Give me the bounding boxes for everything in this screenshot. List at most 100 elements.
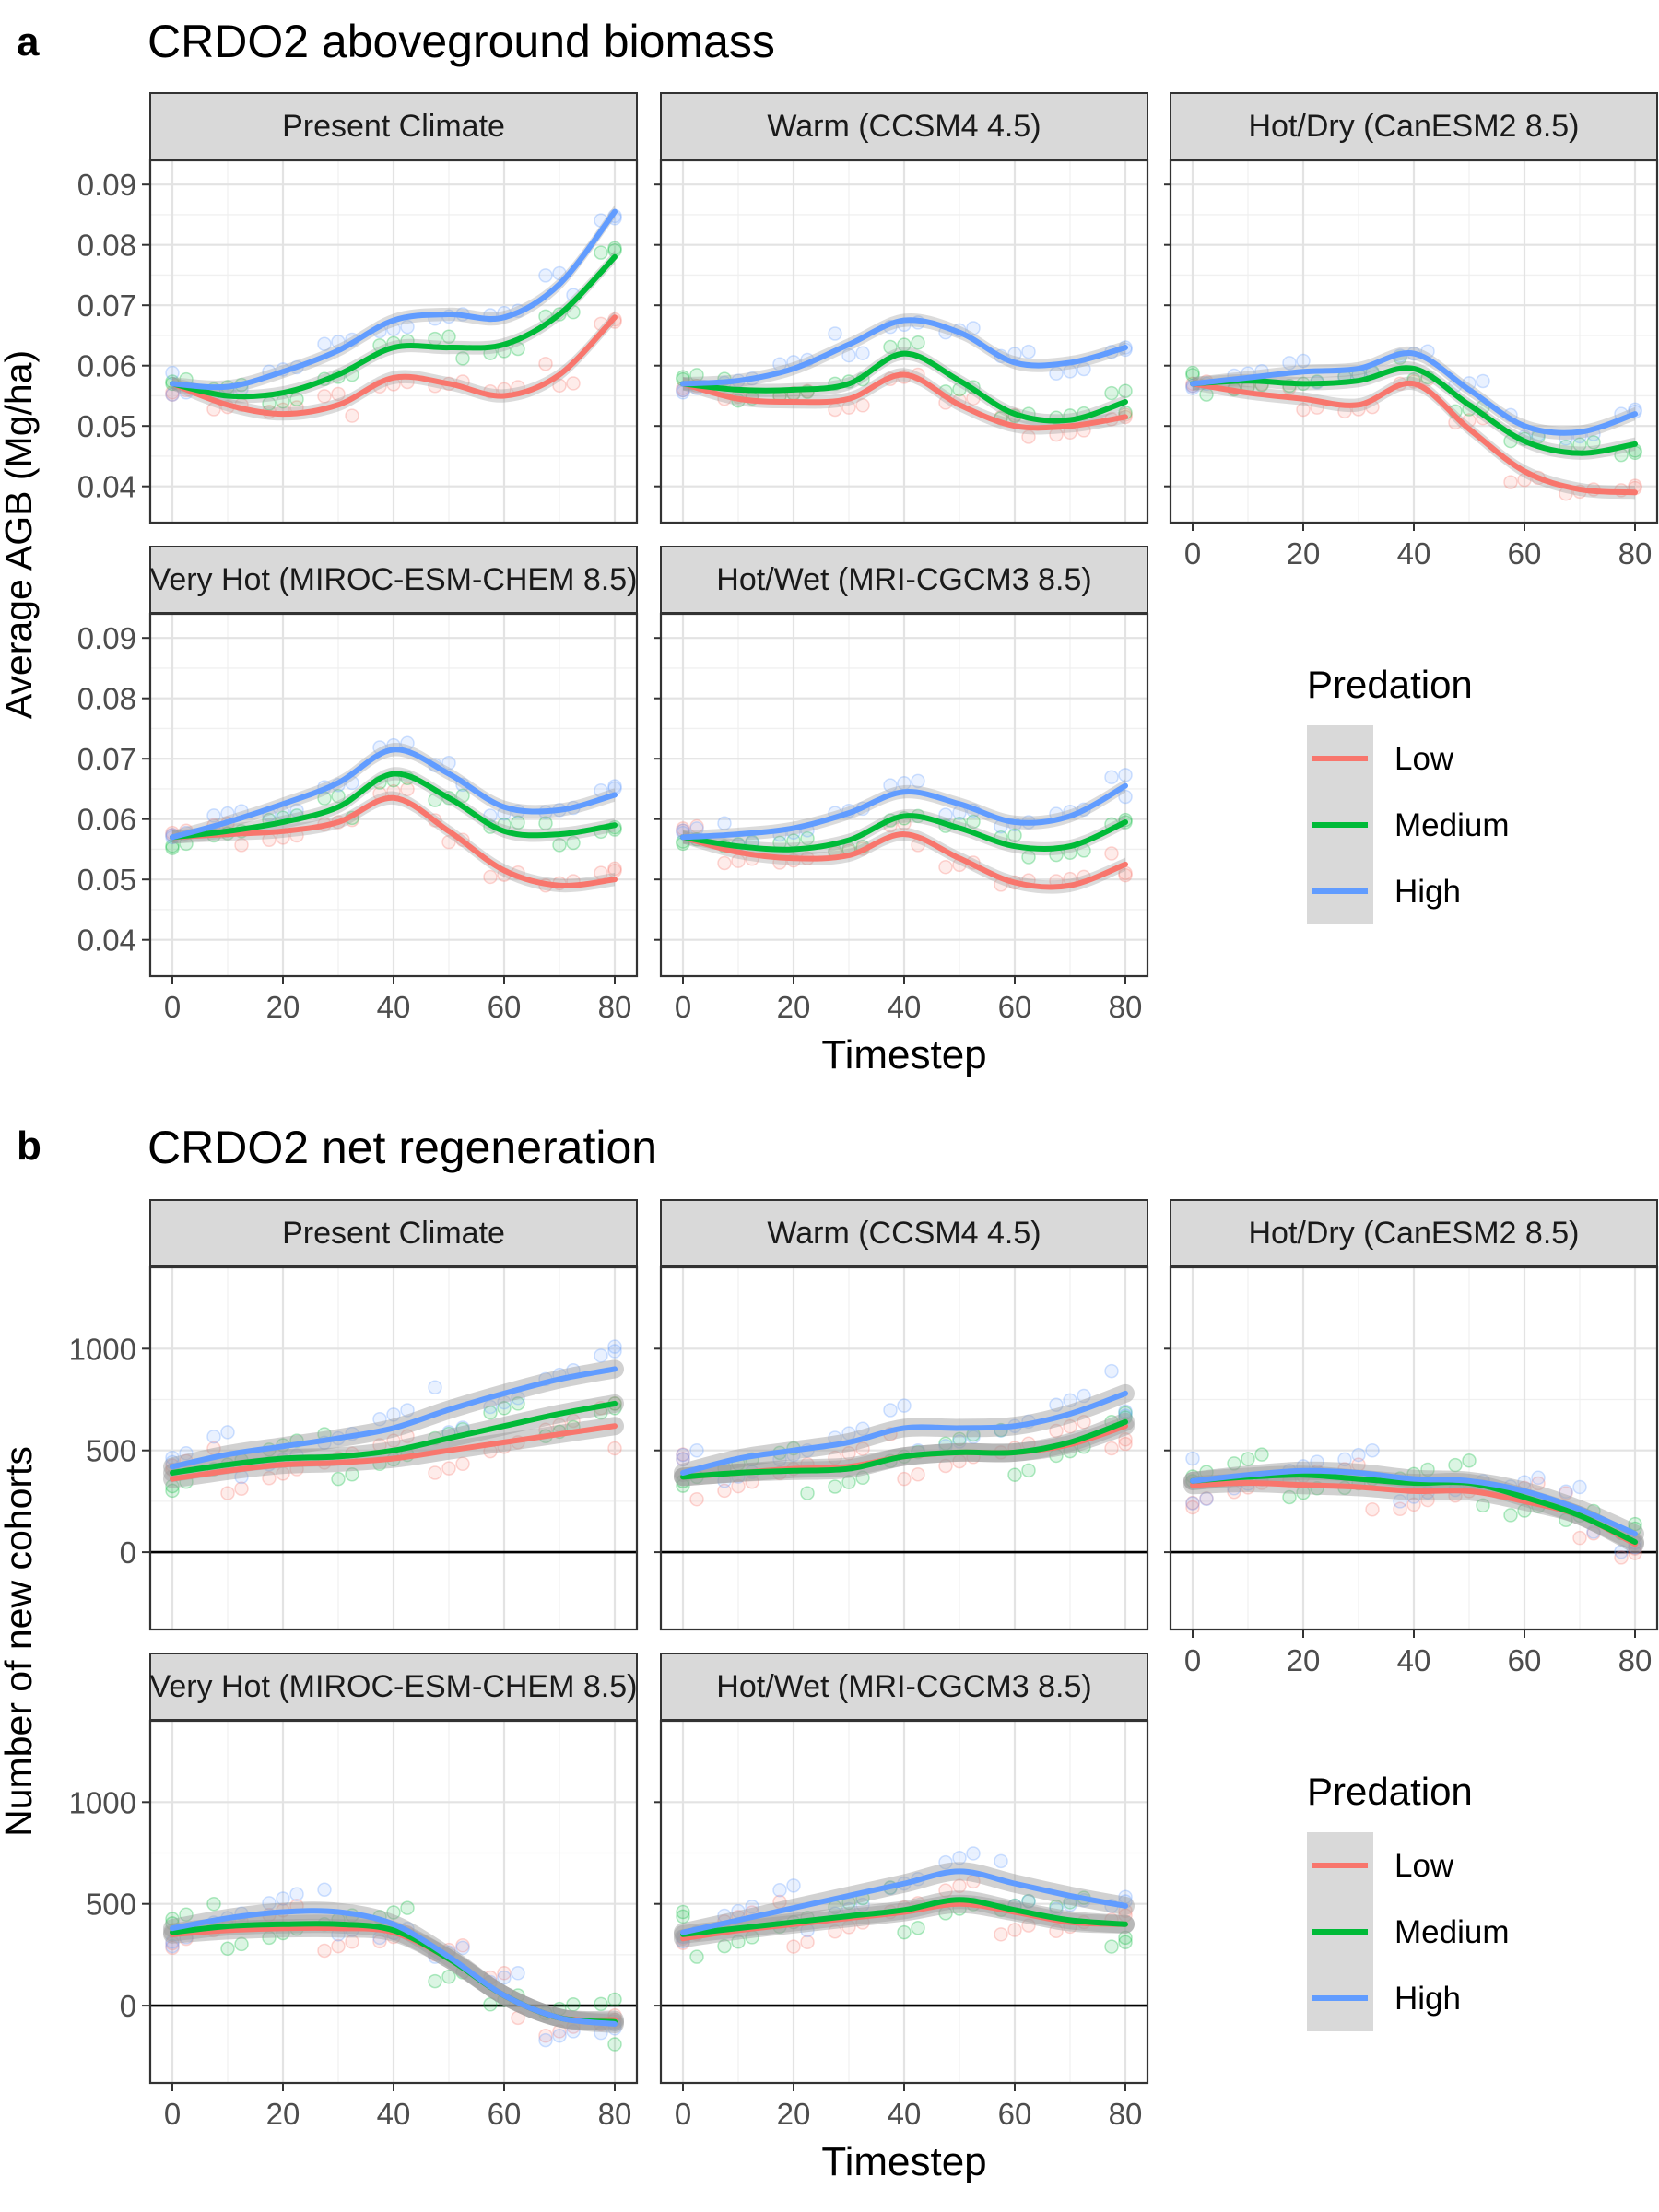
observation-point: [165, 1940, 180, 1956]
observation-point: [689, 818, 704, 834]
section-b-letter: b: [17, 1124, 41, 1169]
observation-point: [911, 773, 925, 789]
panel-border: [659, 1265, 1149, 1631]
observation-point: [1393, 1494, 1407, 1509]
y-tick-label: 0.06: [77, 803, 136, 837]
observation-point: [1572, 1530, 1587, 1546]
observation-point: [828, 326, 842, 341]
panel-strip-label: Present Climate: [282, 1216, 505, 1251]
x-tick-label: 0: [675, 990, 691, 1024]
observation-point: [345, 1935, 359, 1949]
section-a-title: CRDO2 aboveground biomass: [147, 16, 775, 67]
observation-point: [1296, 353, 1311, 369]
observation-point: [1185, 1500, 1200, 1515]
series-line-low: [170, 314, 618, 418]
x-tick-label: 60: [998, 990, 1032, 1024]
observation-point: [1559, 1484, 1573, 1500]
observation-point: [717, 1938, 732, 1954]
y-tick-label: 0.09: [77, 621, 136, 655]
x-axis-title: Timestep: [821, 1032, 986, 1077]
panel-2: Warm (CCSM4 4.5): [654, 92, 1149, 524]
observation-point: [1628, 1516, 1642, 1532]
series-line-medium: [680, 1897, 1128, 1937]
panel-plot: [1169, 1265, 1659, 1631]
observation-point: [1614, 1544, 1629, 1559]
observation-point: [1021, 1918, 1036, 1933]
observation-point: [800, 830, 815, 846]
panel-plot: [148, 159, 639, 524]
observation-point: [689, 1442, 704, 1458]
x-tick-label: 80: [1618, 536, 1653, 571]
observation-point: [1351, 1447, 1366, 1463]
observation-point: [345, 1467, 359, 1482]
panel-strip-label: Hot/Wet (MRI-CGCM3 8.5): [716, 562, 1091, 597]
observation-point: [455, 1456, 470, 1472]
series-line-low: [680, 831, 1128, 890]
observation-point: [1227, 1456, 1241, 1471]
observation-point: [1420, 1462, 1435, 1477]
observation-point: [676, 1452, 690, 1467]
y-tick-label: 0: [120, 1989, 136, 2023]
observation-point: [594, 2025, 608, 2041]
observation-point: [566, 304, 581, 320]
observation-point: [911, 1921, 925, 1936]
series-line-low: [170, 1423, 618, 1482]
x-tick-label: 80: [598, 2097, 632, 2131]
observation-point: [897, 1924, 912, 1940]
x-axis-title: Timestep: [821, 2139, 986, 2184]
observation-point: [1104, 770, 1119, 784]
observation-point: [1462, 1453, 1477, 1468]
x-tick-label: 60: [488, 990, 522, 1024]
observation-point: [552, 2029, 567, 2043]
observation-point: [911, 335, 925, 350]
x-tick-label: 60: [1508, 1643, 1542, 1677]
observation-point: [1199, 1491, 1214, 1506]
observation-point: [1586, 435, 1601, 450]
observation-point: [1077, 1415, 1091, 1430]
observation-point: [400, 319, 415, 335]
observation-point: [165, 1938, 180, 1954]
panel-strip: [149, 1653, 638, 1721]
observation-point: [966, 321, 981, 335]
observation-point: [1282, 356, 1297, 371]
x-tick-label: 40: [377, 2097, 411, 2131]
x-tick-label: 80: [1109, 990, 1143, 1024]
observation-point: [165, 387, 180, 402]
observation-point: [676, 1909, 690, 1924]
observation-point: [883, 339, 898, 355]
observation-point: [1503, 1508, 1518, 1523]
panel-strip-label: Present Climate: [282, 109, 505, 144]
observation-point: [455, 788, 470, 804]
observation-point: [689, 1491, 704, 1507]
observation-point: [566, 2024, 581, 2039]
observation-point: [855, 346, 870, 360]
observation-point: [1049, 1924, 1064, 1939]
observation-point: [1199, 1491, 1214, 1507]
observation-point: [483, 1399, 498, 1415]
x-tick-label: 40: [377, 990, 411, 1024]
observation-point: [855, 1441, 870, 1456]
series-line-high: [680, 1868, 1128, 1936]
observation-point: [1118, 1930, 1133, 1946]
panel-strip-label: Hot/Dry (CanESM2 8.5): [1249, 109, 1580, 144]
observation-point: [552, 838, 567, 853]
observation-point: [1337, 1452, 1352, 1467]
observation-point: [1185, 365, 1200, 381]
x-tick-label: 20: [266, 2097, 300, 2131]
observation-point: [800, 1486, 815, 1500]
observation-point: [538, 268, 553, 283]
observation-point: [1021, 1893, 1036, 1909]
observation-point: [179, 1446, 194, 1461]
series-line-medium: [170, 1400, 618, 1476]
observation-point: [289, 392, 304, 406]
observation-point: [855, 1897, 870, 1912]
observation-point: [345, 408, 359, 423]
y-tick-label: 0.06: [77, 349, 136, 383]
panel-border: [148, 1265, 639, 1631]
observation-point: [1063, 1418, 1077, 1434]
observation-point: [828, 1450, 842, 1465]
series-line-medium: [680, 813, 1128, 853]
series-line-high: [170, 1366, 618, 1470]
y-tick-label: 0.08: [77, 229, 136, 263]
observation-point: [952, 1878, 967, 1894]
